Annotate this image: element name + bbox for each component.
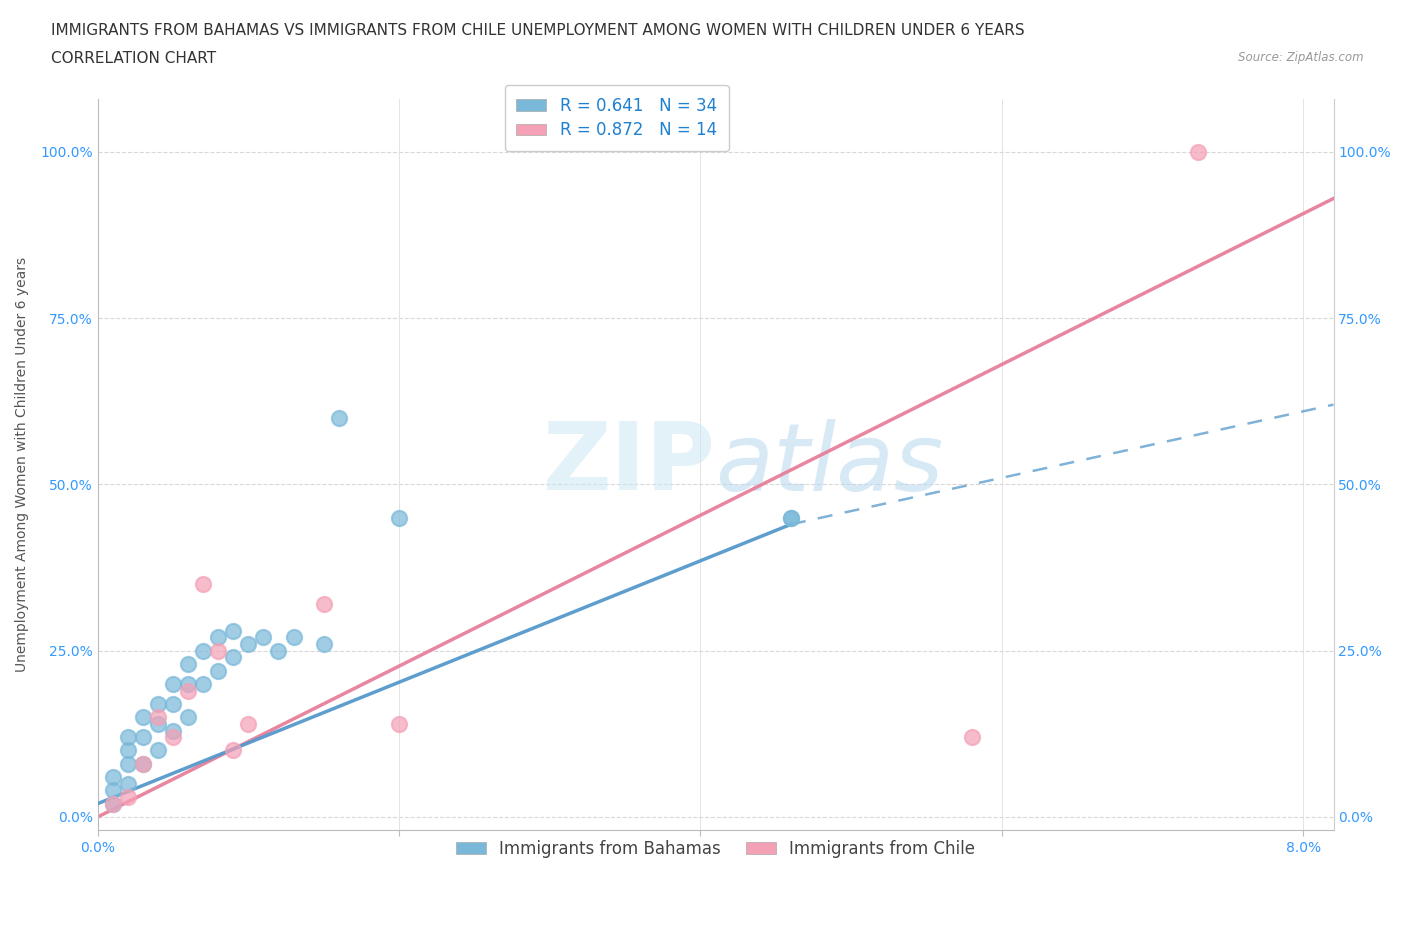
Point [207, 663, 229, 678]
Point [117, 730, 139, 745]
Point [146, 743, 169, 758]
Point [191, 644, 214, 658]
Point [117, 777, 139, 791]
Text: CORRELATION CHART: CORRELATION CHART [51, 51, 215, 66]
Point [222, 650, 245, 665]
Point [101, 796, 124, 811]
Point [117, 790, 139, 804]
Text: atlas: atlas [716, 419, 943, 510]
Point [207, 630, 229, 644]
Point [191, 676, 214, 691]
Point [222, 623, 245, 638]
Point [162, 676, 184, 691]
Point [117, 743, 139, 758]
Point [388, 716, 411, 731]
Point [222, 743, 245, 758]
Point [191, 577, 214, 591]
Point [177, 684, 200, 698]
Point [117, 756, 139, 771]
Point [238, 716, 260, 731]
Point [177, 676, 200, 691]
Point [328, 410, 350, 425]
Point [132, 710, 155, 724]
Point [177, 710, 200, 724]
Point [132, 730, 155, 745]
Point [960, 730, 983, 745]
Point [101, 783, 124, 798]
Text: Source: ZipAtlas.com: Source: ZipAtlas.com [1239, 51, 1364, 64]
Point [388, 511, 411, 525]
Point [146, 716, 169, 731]
Point [780, 511, 803, 525]
Point [162, 730, 184, 745]
Point [252, 630, 274, 644]
Text: ZIP: ZIP [543, 418, 716, 511]
Point [780, 511, 803, 525]
Point [132, 756, 155, 771]
Point [132, 756, 155, 771]
Point [312, 637, 335, 652]
Point [146, 710, 169, 724]
Point [267, 644, 290, 658]
Point [162, 697, 184, 711]
Point [146, 697, 169, 711]
Point [283, 630, 305, 644]
Point [1187, 144, 1209, 159]
Legend: Immigrants from Bahamas, Immigrants from Chile: Immigrants from Bahamas, Immigrants from… [444, 829, 987, 870]
Point [177, 657, 200, 671]
Point [101, 796, 124, 811]
Point [238, 637, 260, 652]
Point [101, 770, 124, 785]
Point [312, 597, 335, 612]
Y-axis label: Unemployment Among Women with Children Under 6 years: Unemployment Among Women with Children U… [15, 257, 30, 672]
Point [207, 644, 229, 658]
Point [162, 724, 184, 738]
Text: IMMIGRANTS FROM BAHAMAS VS IMMIGRANTS FROM CHILE UNEMPLOYMENT AMONG WOMEN WITH C: IMMIGRANTS FROM BAHAMAS VS IMMIGRANTS FR… [51, 23, 1024, 38]
